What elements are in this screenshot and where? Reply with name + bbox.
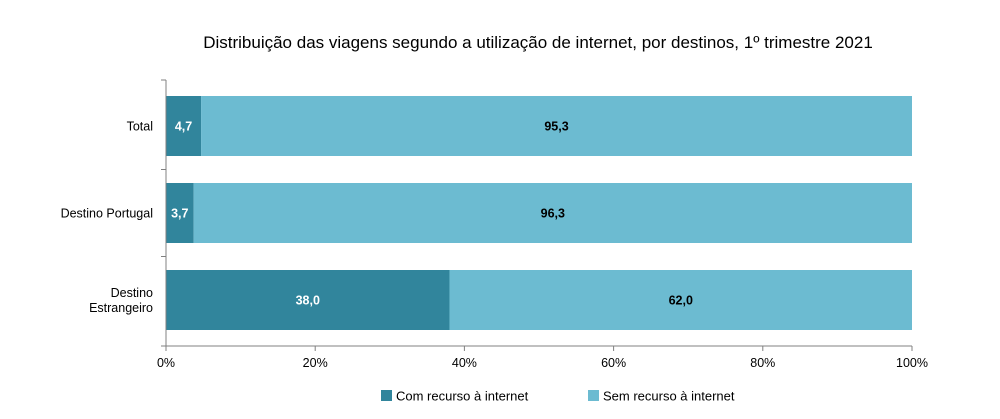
legend-label-sem-recurso-a-internet: Sem recurso à internet xyxy=(603,389,735,404)
legend-label-com-recurso-a-internet: Com recurso à internet xyxy=(396,389,529,404)
data-label-destino-portugal-sem-recurso-a-internet: 96,3 xyxy=(541,207,565,221)
bar-destino-portugal-sem-recurso-a-internet xyxy=(193,183,913,243)
x-tick-label-20: 20% xyxy=(303,356,328,370)
legend: Com recurso à internet Sem recurso à inte… xyxy=(381,389,735,404)
data-label-destino-estrangeiro-com-recurso-a-internet: 38,0 xyxy=(296,294,320,308)
category-label-destino-portugal: Destino Portugal xyxy=(61,207,153,221)
category-label-destino-estrangeiro: Destino Estrangeiro xyxy=(89,286,153,315)
chart-title: Distribuição das viagens segundo a utili… xyxy=(203,33,873,52)
bar-total-sem-recurso-a-internet xyxy=(201,96,912,156)
bar-total-com-recurso-a-internet xyxy=(166,96,202,156)
x-tick-label-0: 0% xyxy=(157,356,175,370)
bars-group xyxy=(166,96,913,330)
x-tick-label-80: 80% xyxy=(750,356,775,370)
x-tick-label-100: 100% xyxy=(896,356,928,370)
data-label-total-com-recurso-a-internet: 4,7 xyxy=(175,120,192,134)
data-label-destino-portugal-com-recurso-a-internet: 3,7 xyxy=(171,207,188,221)
bar-destino-estrangeiro-com-recurso-a-internet xyxy=(166,270,450,330)
axes-group xyxy=(161,79,913,351)
tick-labels-group: 0% 20% 40% 60% 80% 100% xyxy=(157,356,928,370)
data-label-total-sem-recurso-a-internet: 95,3 xyxy=(544,120,568,134)
bar-destino-portugal-com-recurso-a-internet xyxy=(166,183,194,243)
x-tick-label-40: 40% xyxy=(452,356,477,370)
category-label-total: Total xyxy=(127,120,153,134)
legend-swatch-sem-recurso-a-internet xyxy=(588,390,599,401)
x-tick-label-60: 60% xyxy=(601,356,626,370)
category-labels-group: Total Destino Portugal Destino Estrangeiro xyxy=(61,120,153,316)
legend-swatch-com-recurso-a-internet xyxy=(381,390,392,401)
data-label-destino-estrangeiro-sem-recurso-a-internet: 62,0 xyxy=(669,294,693,308)
value-labels-group: 4,7 95,3 3,7 96,3 38,0 62,0 xyxy=(171,120,693,308)
bar-destino-estrangeiro-sem-recurso-a-internet xyxy=(449,270,912,330)
